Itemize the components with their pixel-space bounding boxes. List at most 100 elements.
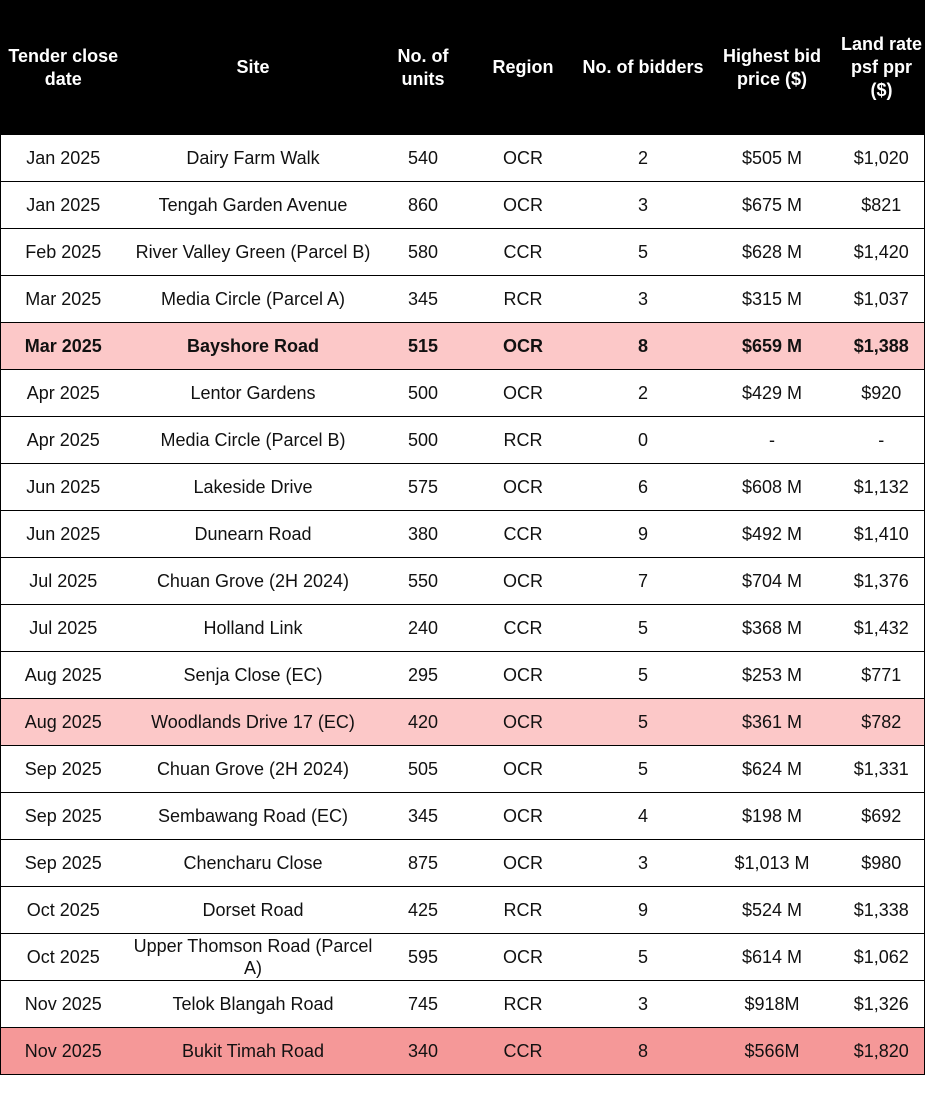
table-cell: Telok Blangah Road (125, 980, 381, 1028)
table-cell: River Valley Green (Parcel B) (125, 228, 381, 276)
table-cell: 505 (380, 745, 466, 793)
table-cell: 500 (380, 416, 466, 464)
table-cell: 3 (580, 275, 706, 323)
table-cell: OCR (465, 463, 581, 511)
table-cell: - (705, 416, 839, 464)
table-cell: 340 (380, 1027, 466, 1075)
table-cell: 2 (580, 135, 706, 182)
table-row: Jun 2025 Lakeside Drive 575 OCR 6 $608 M $1,13… (0, 463, 925, 511)
table-cell: Nov 2025 (0, 980, 126, 1028)
table-cell: RCR (465, 416, 581, 464)
table-row: Apr 2025 Lentor Gardens 500 OCR 2 $429 M $920 (0, 369, 925, 417)
table-header: Tender close date Site No. of units Region N… (0, 0, 925, 135)
table-cell: 875 (380, 839, 466, 887)
table-cell: 8 (580, 322, 706, 370)
table-row: Apr 2025 Media Circle (Parcel B) 500 RCR 0- - (0, 416, 925, 464)
table-cell: CCR (465, 510, 581, 558)
table-cell: $253 M (705, 651, 839, 699)
table-cell: $1,376 (838, 557, 925, 605)
table-cell: 8 (580, 1027, 706, 1075)
table-cell: OCR (465, 745, 581, 793)
table-row: Sep 2025 Sembawang Road (EC) 345 OCR 4 $198 M… (0, 792, 925, 840)
table-cell: $361 M (705, 698, 839, 746)
table-cell: Nov 2025 (0, 1027, 126, 1075)
table-cell: 5 (580, 745, 706, 793)
table-cell: $920 (838, 369, 925, 417)
table-row: Sep 2025 Chuan Grove (2H 2024) 505 OCR 5 $624… (0, 745, 925, 793)
table-row: Nov 2025 Telok Blangah Road 745 RCR 3 $918M $1… (0, 980, 925, 1028)
table-cell: $704 M (705, 557, 839, 605)
table-row: Mar 2025 Media Circle (Parcel A) 345 RCR 3 $3… (0, 275, 925, 323)
table-cell: $1,020 (838, 135, 925, 182)
table-cell: Jul 2025 (0, 557, 126, 605)
table-cell: Mar 2025 (0, 275, 126, 323)
table-cell: Tengah Garden Avenue (125, 181, 381, 229)
table-cell: Sep 2025 (0, 839, 126, 887)
table-cell: $1,388 (838, 322, 925, 370)
table-cell: Feb 2025 (0, 228, 126, 276)
table-cell: RCR (465, 275, 581, 323)
table-cell: 420 (380, 698, 466, 746)
table-cell: $1,013 M (705, 839, 839, 887)
table-cell: Jun 2025 (0, 463, 126, 511)
table-row: Aug 2025 Woodlands Drive 17 (EC) 420 OCR 5 $3… (0, 698, 925, 746)
table-cell: $980 (838, 839, 925, 887)
table-cell: 345 (380, 792, 466, 840)
table-cell: Senja Close (EC) (125, 651, 381, 699)
table-cell: $492 M (705, 510, 839, 558)
table-cell: OCR (465, 698, 581, 746)
table-cell: 540 (380, 135, 466, 182)
table-cell: 5 (580, 604, 706, 652)
table-row: Jun 2025 Dunearn Road 380 CCR 9 $492 M $1,410 (0, 510, 925, 558)
table-cell: 380 (380, 510, 466, 558)
table-cell: 5 (580, 933, 706, 981)
table-cell: $1,338 (838, 886, 925, 934)
table-cell: Bukit Timah Road (125, 1027, 381, 1075)
table-cell: Jan 2025 (0, 181, 126, 229)
table-cell: $1,410 (838, 510, 925, 558)
table-cell: $608 M (705, 463, 839, 511)
table-cell: 860 (380, 181, 466, 229)
table-cell: OCR (465, 322, 581, 370)
table-cell: Oct 2025 (0, 886, 126, 934)
table-cell: Media Circle (Parcel B) (125, 416, 381, 464)
table-cell: Dunearn Road (125, 510, 381, 558)
table-cell: OCR (465, 135, 581, 182)
table-cell: 345 (380, 275, 466, 323)
table-cell: $1,432 (838, 604, 925, 652)
table-cell: 575 (380, 463, 466, 511)
table-cell: OCR (465, 933, 581, 981)
table-cell: $782 (838, 698, 925, 746)
table-cell: 3 (580, 980, 706, 1028)
column-header: No. of units (380, 0, 466, 135)
table-cell: Woodlands Drive 17 (EC) (125, 698, 381, 746)
table-row: Nov 2025 Bukit Timah Road 340 CCR 8 $566M $1,8… (0, 1027, 925, 1075)
table-cell: OCR (465, 369, 581, 417)
table-cell: $566M (705, 1027, 839, 1075)
table-cell: $628 M (705, 228, 839, 276)
table-cell: Dairy Farm Walk (125, 135, 381, 182)
table-cell: 5 (580, 651, 706, 699)
table-cell: Upper Thomson Road (Parcel A) (125, 933, 381, 981)
table-cell: 5 (580, 698, 706, 746)
table-row: Jan 2025 Dairy Farm Walk 540 OCR 2 $505 M $1,0… (0, 135, 925, 182)
table-row: Aug 2025 Senja Close (EC) 295 OCR 5 $253 M $77… (0, 651, 925, 699)
table-cell: Sembawang Road (EC) (125, 792, 381, 840)
table-cell: 515 (380, 322, 466, 370)
table-cell: 3 (580, 181, 706, 229)
table-cell: Lakeside Drive (125, 463, 381, 511)
table-cell: $821 (838, 181, 925, 229)
table-cell: 295 (380, 651, 466, 699)
table-cell: Chuan Grove (2H 2024) (125, 557, 381, 605)
table-cell: RCR (465, 886, 581, 934)
table-cell: Apr 2025 (0, 369, 126, 417)
table-cell: 6 (580, 463, 706, 511)
table-cell: OCR (465, 181, 581, 229)
table-cell: 500 (380, 369, 466, 417)
table-cell: Dorset Road (125, 886, 381, 934)
table-cell: $368 M (705, 604, 839, 652)
header-row: Tender close date Site No. of units Region N… (0, 0, 925, 135)
table-row: Oct 2025 Upper Thomson Road (Parcel A) 595… (0, 933, 925, 981)
table-cell: $614 M (705, 933, 839, 981)
